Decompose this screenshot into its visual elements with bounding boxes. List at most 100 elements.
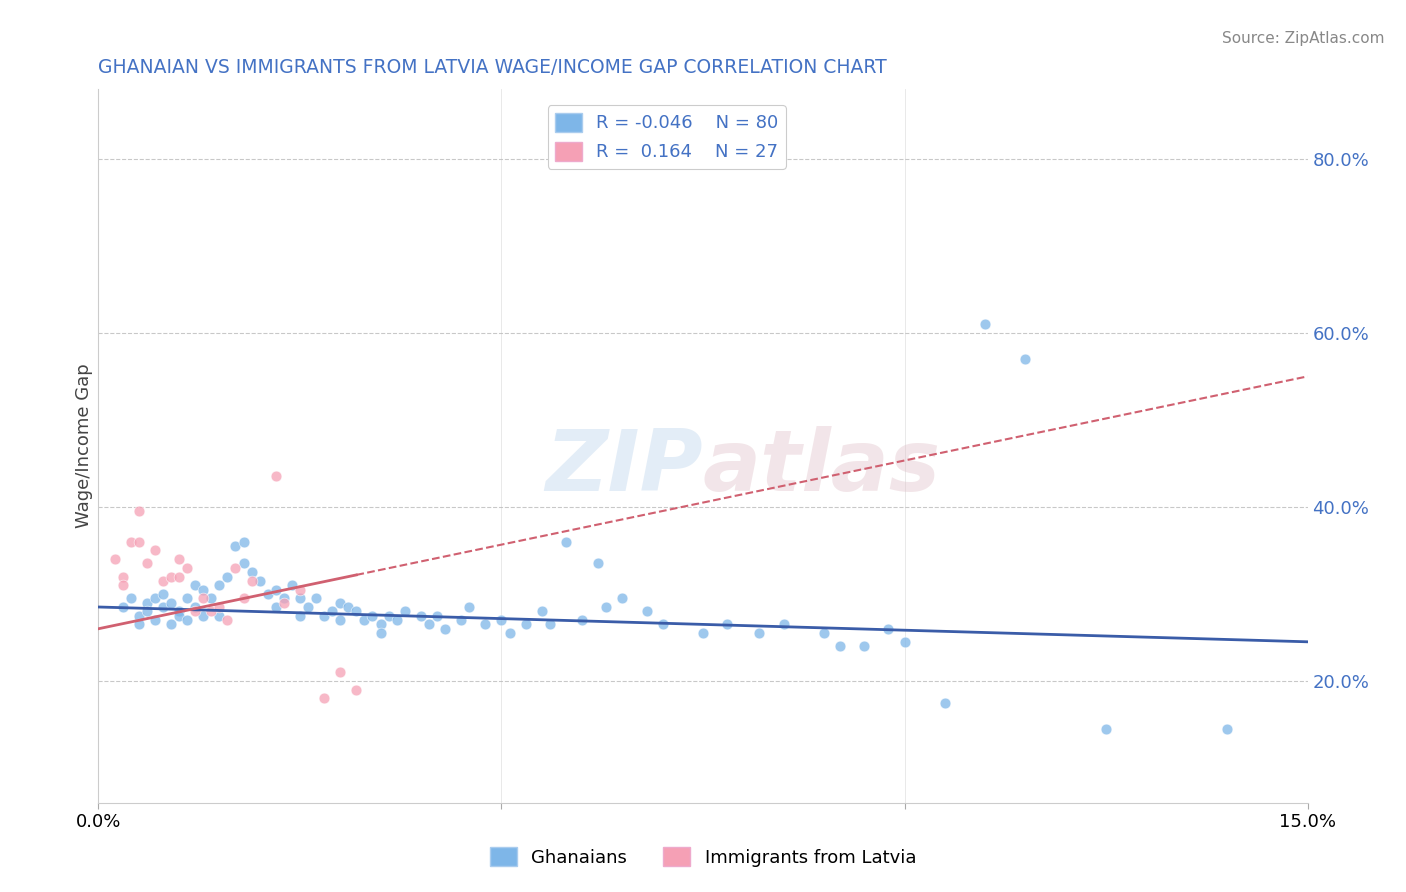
Point bbox=[184, 604, 207, 618]
Point bbox=[337, 599, 360, 614]
Point bbox=[264, 469, 287, 483]
Point bbox=[135, 604, 157, 618]
Point bbox=[329, 596, 352, 610]
Text: GHANAIAN VS IMMIGRANTS FROM LATVIA WAGE/INCOME GAP CORRELATION CHART: GHANAIAN VS IMMIGRANTS FROM LATVIA WAGE/… bbox=[98, 57, 887, 77]
Point bbox=[200, 591, 222, 606]
Point bbox=[176, 613, 198, 627]
Point bbox=[377, 608, 399, 623]
Point bbox=[249, 574, 271, 588]
Point bbox=[748, 626, 770, 640]
Point bbox=[934, 696, 956, 710]
Point bbox=[538, 617, 561, 632]
Point bbox=[458, 599, 481, 614]
Point bbox=[344, 604, 367, 618]
Y-axis label: Wage/Income Gap: Wage/Income Gap bbox=[75, 364, 93, 528]
Point bbox=[135, 557, 157, 571]
Point bbox=[586, 557, 609, 571]
Point bbox=[692, 626, 714, 640]
Point bbox=[305, 591, 328, 606]
Point bbox=[224, 561, 246, 575]
Point bbox=[297, 599, 319, 614]
Point bbox=[370, 626, 392, 640]
Point bbox=[160, 569, 183, 583]
Point bbox=[344, 682, 367, 697]
Point bbox=[200, 604, 222, 618]
Point bbox=[361, 608, 384, 623]
Point bbox=[232, 591, 254, 606]
Point bbox=[208, 578, 231, 592]
Point bbox=[321, 604, 343, 618]
Legend: Ghanaians, Immigrants from Latvia: Ghanaians, Immigrants from Latvia bbox=[482, 840, 924, 874]
Point bbox=[167, 604, 190, 618]
Point bbox=[434, 622, 457, 636]
Point bbox=[418, 617, 440, 632]
Point bbox=[491, 613, 513, 627]
Point bbox=[1216, 722, 1239, 736]
Point bbox=[288, 608, 311, 623]
Point bbox=[370, 617, 392, 632]
Legend: R = -0.046    N = 80, R =  0.164    N = 27: R = -0.046 N = 80, R = 0.164 N = 27 bbox=[547, 105, 786, 169]
Point bbox=[167, 552, 190, 566]
Point bbox=[176, 591, 198, 606]
Point bbox=[120, 534, 142, 549]
Point bbox=[193, 591, 215, 606]
Point bbox=[426, 608, 449, 623]
Point bbox=[813, 626, 835, 640]
Point bbox=[612, 591, 634, 606]
Point bbox=[143, 613, 166, 627]
Point bbox=[217, 613, 239, 627]
Point bbox=[353, 613, 375, 627]
Point bbox=[128, 617, 150, 632]
Point bbox=[184, 599, 207, 614]
Point bbox=[281, 578, 304, 592]
Point bbox=[555, 534, 578, 549]
Point bbox=[772, 617, 794, 632]
Point bbox=[595, 599, 617, 614]
Point bbox=[1014, 351, 1036, 366]
Point bbox=[128, 504, 150, 518]
Point bbox=[193, 582, 215, 597]
Point bbox=[120, 591, 142, 606]
Point bbox=[111, 599, 134, 614]
Point bbox=[135, 596, 157, 610]
Point bbox=[1095, 722, 1118, 736]
Point bbox=[184, 578, 207, 592]
Point bbox=[450, 613, 472, 627]
Point bbox=[636, 604, 658, 618]
Point bbox=[273, 596, 295, 610]
Point bbox=[160, 596, 183, 610]
Point bbox=[264, 599, 287, 614]
Point bbox=[498, 626, 520, 640]
Point bbox=[208, 608, 231, 623]
Point bbox=[264, 582, 287, 597]
Point bbox=[167, 608, 190, 623]
Point bbox=[651, 617, 673, 632]
Point bbox=[974, 317, 997, 331]
Point bbox=[232, 534, 254, 549]
Point bbox=[409, 608, 432, 623]
Point bbox=[853, 639, 876, 653]
Point bbox=[103, 552, 125, 566]
Point bbox=[208, 599, 231, 614]
Point bbox=[128, 534, 150, 549]
Point bbox=[224, 539, 246, 553]
Point bbox=[571, 613, 593, 627]
Point bbox=[288, 591, 311, 606]
Point bbox=[474, 617, 496, 632]
Point bbox=[152, 587, 174, 601]
Point bbox=[167, 569, 190, 583]
Point bbox=[152, 574, 174, 588]
Point bbox=[111, 578, 134, 592]
Point bbox=[329, 665, 352, 680]
Point bbox=[240, 574, 263, 588]
Point bbox=[314, 691, 336, 706]
Point bbox=[329, 613, 352, 627]
Point bbox=[193, 608, 215, 623]
Point bbox=[530, 604, 553, 618]
Text: Source: ZipAtlas.com: Source: ZipAtlas.com bbox=[1222, 31, 1385, 46]
Point bbox=[176, 561, 198, 575]
Point bbox=[716, 617, 738, 632]
Point bbox=[152, 599, 174, 614]
Point bbox=[111, 569, 134, 583]
Point bbox=[288, 582, 311, 597]
